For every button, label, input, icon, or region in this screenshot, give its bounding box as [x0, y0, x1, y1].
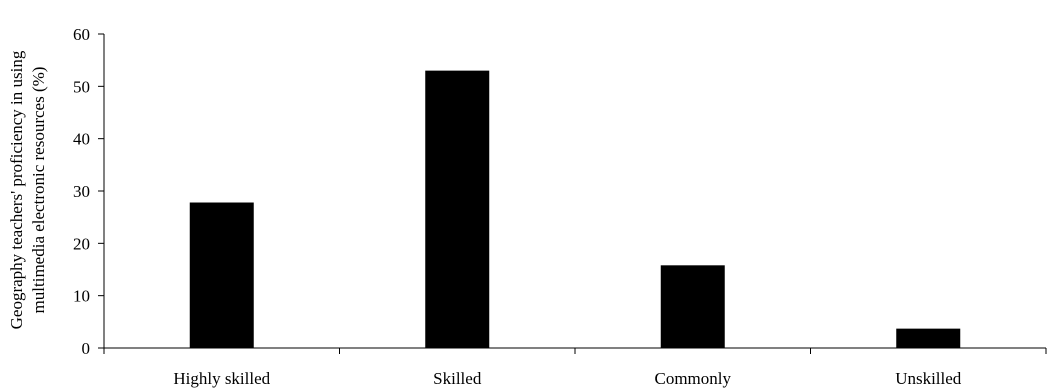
y-tick-label: 20 — [73, 234, 90, 253]
bar — [189, 202, 254, 348]
bars — [189, 70, 961, 348]
bar — [425, 70, 490, 348]
x-axis — [103, 347, 1047, 354]
x-tick-label: Unskilled — [895, 369, 962, 388]
x-tick-label: Highly skilled — [173, 369, 270, 388]
y-tick-label: 10 — [73, 287, 90, 306]
x-tick-label: Commonly — [654, 369, 731, 388]
y-axis-title-line-2: multimedia electronic resources (%) — [29, 67, 48, 314]
bar — [896, 328, 961, 348]
y-axis: 0 10 20 30 40 50 60 — [73, 25, 105, 358]
y-tick-label: 40 — [73, 130, 90, 149]
y-tick-label: 30 — [73, 182, 90, 201]
category-labels: Highly skilled Skilled Commonly Unskilled — [173, 369, 961, 388]
x-tick-label: Skilled — [433, 369, 482, 388]
bar — [660, 265, 725, 348]
y-tick-label: 0 — [82, 339, 91, 358]
y-tick-label: 50 — [73, 77, 90, 96]
y-axis-title: Geography teachers' proficiency in using… — [7, 50, 48, 329]
y-tick-label: 60 — [73, 25, 90, 44]
y-axis-title-line-1: Geography teachers' proficiency in using — [7, 50, 26, 329]
